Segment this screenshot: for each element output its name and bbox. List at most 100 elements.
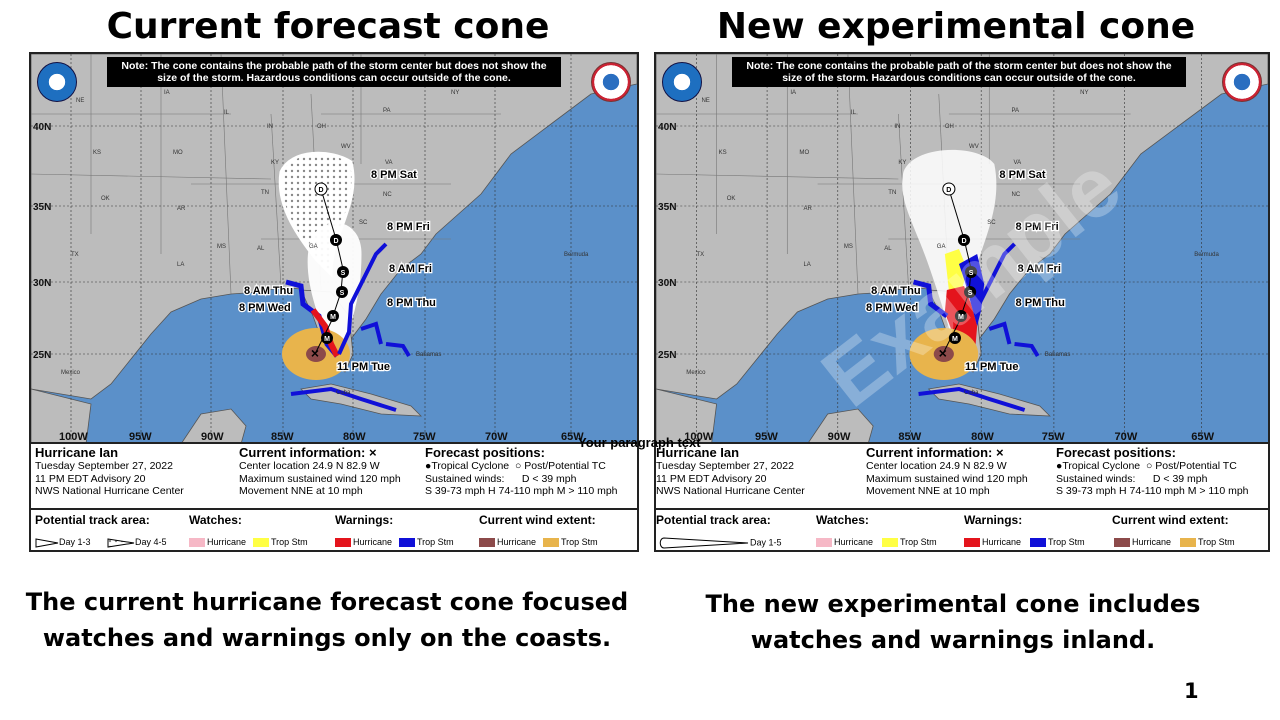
state-labels: NE IA IL IN OH PA NY KS MO KY WV VA OK A… <box>71 90 459 268</box>
cone-disclaimer-note: Note: The cone contains the probable pat… <box>107 57 561 87</box>
legend-hurricane-watch: Hurricane <box>189 537 246 548</box>
state-ga: GA <box>937 244 946 250</box>
hurricane-warning-label: Hurricane <box>982 537 1022 547</box>
state-ks: KS <box>93 150 101 156</box>
label-8pm-thu: 8 PM Thu <box>387 297 436 309</box>
legend-track-area: Potential track area: <box>35 513 150 527</box>
place-cuba: Cuba <box>336 390 351 396</box>
hurricane-wind-swatch <box>479 538 495 548</box>
trop-storm-watch-swatch <box>253 538 269 548</box>
d-range: D < 39 mph <box>521 472 577 485</box>
place-bermuda: Bermuda <box>1194 252 1219 258</box>
hurricane-wind-label: Hurricane <box>1132 537 1172 547</box>
state-wv: WV <box>969 144 979 150</box>
advisory-number: 11 PM EDT Advisory 20 <box>656 472 767 485</box>
label-8pm-sat: 8 PM Sat <box>371 169 417 181</box>
trop-storm-warning-label: Trop Stm <box>1048 537 1085 547</box>
legend-trop-storm-wind: Trop Stm <box>1180 537 1235 548</box>
trop-storm-warning-label: Trop Stm <box>417 537 454 547</box>
lon-70w: 70W <box>1114 431 1137 443</box>
label-8am-fri: 8 AM Fri <box>1018 263 1061 275</box>
place-cuba: Cuba <box>964 390 979 396</box>
current-position-marker: × <box>939 345 947 361</box>
point-label-day4: D <box>333 238 338 245</box>
trop-storm-wind-swatch <box>1180 538 1196 548</box>
issuing-center: NWS National Hurricane Center <box>656 485 805 497</box>
trop-storm-wind-label: Trop Stm <box>1198 537 1235 547</box>
lon-95w: 95W <box>129 431 152 443</box>
movement: Movement NNE at 10 mph <box>866 485 990 497</box>
storm-info: Hurricane Ian Tuesday September 27, 2022… <box>35 446 184 498</box>
lon-100w: 100W <box>684 431 714 443</box>
caption-experimental-cone: The new experimental cone includes watch… <box>705 590 1201 654</box>
state-in: IN <box>267 124 273 130</box>
info-box: Hurricane Ian Tuesday September 27, 2022… <box>31 442 637 550</box>
storm-info: Hurricane Ian Tuesday September 27, 2022… <box>656 446 805 498</box>
trop-storm-warning-east <box>337 242 388 355</box>
grid-lines <box>656 54 1268 444</box>
lon-labels: 100W 95W 90W 85W 80W 75W 70W 65W <box>684 431 1214 443</box>
legend-watches: Watches: <box>189 513 242 527</box>
grid-lines <box>31 54 637 444</box>
trop-storm-wind-label: Trop Stm <box>561 537 598 547</box>
mexico-land <box>31 388 92 444</box>
place-mexico: Mexico <box>686 370 706 376</box>
state-ny: NY <box>1080 90 1088 96</box>
center-location: Center location 24.9 N 82.9 W <box>866 460 1007 472</box>
state-sc: SC <box>359 220 368 226</box>
yucatan-land <box>806 408 874 444</box>
state-va: VA <box>385 160 393 166</box>
lat-40n: 40N <box>658 122 676 133</box>
state-la: LA <box>177 262 184 268</box>
hurricane-wind-label: Hurricane <box>497 537 537 547</box>
trop-storm-warning-bahamas <box>988 321 1040 358</box>
legend-hurricane-warning: Hurricane <box>964 537 1022 548</box>
place-bahamas: Bahamas <box>416 352 441 358</box>
hurricane-wind-extent <box>306 346 326 362</box>
cone-day15 <box>902 149 997 354</box>
forecast-positions-title: Forecast positions: <box>1056 445 1176 460</box>
legend-day15: Day 1-5 <box>658 537 782 549</box>
trop-storm-watch-label: Trop Stm <box>900 537 937 547</box>
forecast-track <box>314 188 344 355</box>
state-ny: NY <box>451 90 459 96</box>
nws-logo-icon <box>1222 62 1262 102</box>
trop-storm-watch-swatch <box>882 538 898 548</box>
day13-shape-icon <box>35 538 59 548</box>
experimental-cone-map: D D S S M M × 8 PM Sat 8 PM Fri 8 AM Fri… <box>656 54 1268 444</box>
label-8pm-fri: 8 PM Fri <box>1016 221 1059 233</box>
label-11pm-tue: 11 PM Tue <box>337 361 390 373</box>
label-8am-fri: 8 AM Fri <box>389 263 432 275</box>
label-8pm-thu: 8 PM Thu <box>1016 297 1066 309</box>
state-pa: PA <box>1011 108 1019 114</box>
forecast-positions: Forecast positions: ●Tropical Cyclone ○ … <box>1056 446 1249 498</box>
label-8am-thu: 8 AM Thu <box>871 285 921 297</box>
state-nc: NC <box>383 192 392 198</box>
state-ky: KY <box>898 160 906 166</box>
state-nc: NC <box>1011 192 1020 198</box>
legend-day45: Day 4-5 <box>107 537 167 548</box>
lon-75w: 75W <box>413 431 436 443</box>
state-la: LA <box>803 262 810 268</box>
forecast-time-labels: 8 PM Sat 8 PM Fri 8 AM Fri 8 PM Thu 8 AM… <box>865 168 1067 374</box>
point-label-day2: S <box>340 290 345 297</box>
legend-warnings: Warnings: <box>335 513 394 527</box>
noaa-logo-icon <box>37 62 77 102</box>
state-ne: NE <box>76 98 84 104</box>
state-labels: NE IA IL IN OH PA NY KS MO KY WV VA OK A… <box>696 90 1088 268</box>
legend-wind-extent: Current wind extent: <box>1112 513 1229 527</box>
lon-85w: 85W <box>898 431 921 443</box>
page-number: 1 <box>1184 679 1199 703</box>
experimental-cone-graphic: D D S S M M × 8 PM Sat 8 PM Fri 8 AM Fri… <box>654 52 1270 552</box>
point-label-day2: S <box>968 290 973 297</box>
wind-ranges: S 39-73 mph H 74-110 mph M > 110 mph <box>1056 485 1249 497</box>
lon-100w: 100W <box>59 431 88 443</box>
lon-95w: 95W <box>755 431 778 443</box>
max-wind: Maximum sustained wind 120 mph <box>866 472 1028 485</box>
legend-trop-storm-warning: Trop Stm <box>1030 537 1085 548</box>
label-11pm-tue: 11 PM Tue <box>965 361 1018 373</box>
legend-trop-storm-warning: Trop Stm <box>399 537 454 548</box>
trop-storm-warning-cuba <box>918 386 1026 412</box>
state-oh: OH <box>945 124 954 130</box>
d-range: D < 39 mph <box>1152 472 1208 485</box>
